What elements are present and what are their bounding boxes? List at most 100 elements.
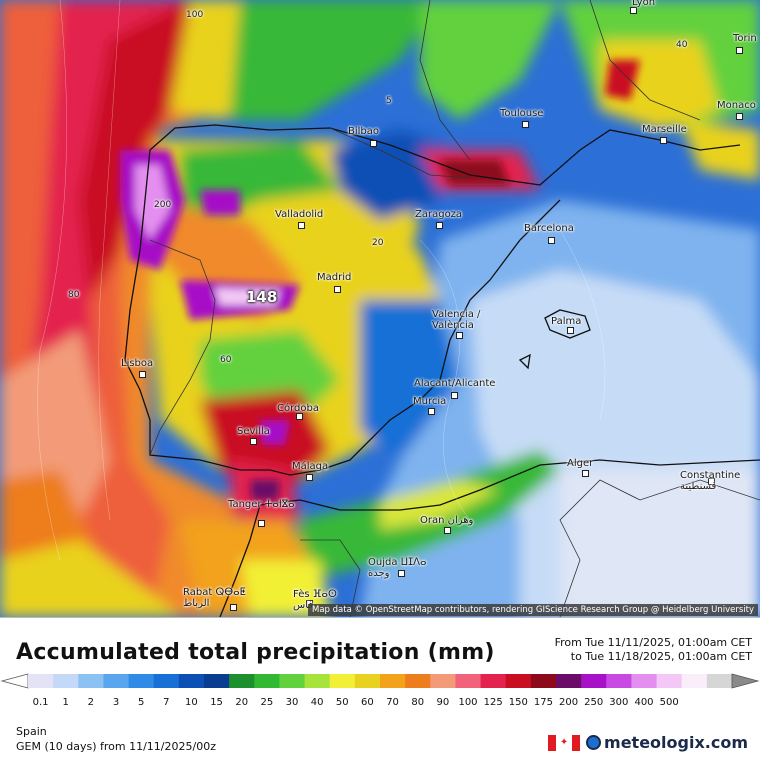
- city-label: Rabat ⵕⴱⴰⵟ الرباط: [183, 587, 246, 609]
- contour-label: 5: [386, 96, 392, 106]
- scale-tick-label: 500: [659, 697, 679, 708]
- contour-label: 80: [68, 290, 80, 300]
- scale-arrow-right: [731, 673, 760, 689]
- region-label: Spain: [16, 725, 47, 738]
- scale-tick-label: 125: [483, 697, 503, 708]
- brand-name: meteologix.com: [604, 733, 748, 752]
- scale-tick-label: 60: [361, 697, 374, 708]
- scale-tick-label: 150: [508, 697, 528, 708]
- contour-label: 100: [186, 10, 204, 20]
- color-scale-ticks: 0.1 1 2 3 5 7 10 15 20 25 30 40 50 60 70 80 90 100 125 150 1…: [0, 697, 760, 711]
- city-label: Zaragoza: [415, 209, 463, 220]
- city-label: Valencia / València: [432, 309, 481, 331]
- brand[interactable]: ✦ meteologix.com: [548, 733, 748, 752]
- city-label: Toulouse: [500, 108, 544, 119]
- scale-swatch: [153, 674, 180, 688]
- scale-tick-label: 70: [386, 697, 399, 708]
- color-scale: [0, 673, 760, 689]
- scale-tick-label: 1: [62, 697, 69, 708]
- scale-swatch: [254, 674, 280, 688]
- city-label: Lisboa: [121, 358, 154, 369]
- city-label: Tanger ⵜⴰⵏⴵⴰ: [228, 499, 295, 510]
- scale-tick-label: 250: [584, 697, 604, 708]
- city-label: Oujda ⵡⵊⴷⴰ وجدة: [368, 557, 427, 579]
- city-label: Madrid: [317, 272, 352, 283]
- scale-tick-label: 5: [137, 697, 145, 708]
- date-to: to Tue 11/18/2025, 01:00am CET: [570, 650, 752, 663]
- city-label: Monaco: [717, 100, 756, 111]
- scale-swatch: [530, 674, 557, 688]
- scale-swatch: [505, 674, 532, 688]
- scale-tick-label: 3: [112, 697, 120, 708]
- city-label: Palma: [551, 316, 582, 327]
- city-label: Bilbao: [348, 126, 380, 137]
- scale-tick-label: 7: [163, 697, 170, 708]
- scale-tick-label: 25: [260, 697, 274, 708]
- scale-swatch: [28, 674, 54, 688]
- scale-swatch: [78, 674, 104, 688]
- scale-tick-label: 20: [235, 697, 249, 708]
- scale-swatch: [430, 674, 456, 688]
- scale-swatch: [455, 674, 482, 688]
- meteologix-logo: meteologix.com: [586, 733, 748, 752]
- scale-swatch: [681, 674, 708, 688]
- scale-swatch: [204, 674, 230, 688]
- scale-tick-label: 200: [559, 697, 579, 708]
- city-label: Sevilla: [237, 426, 270, 437]
- model-label: GEM (10 days) from 11/11/2025/00z: [16, 740, 216, 753]
- scale-swatch: [329, 674, 356, 688]
- date-from: From Tue 11/11/2025, 01:00am CET: [554, 636, 752, 649]
- city-label: Córdoba: [277, 403, 319, 414]
- city-label: Alacant/Alicante: [414, 378, 496, 389]
- city-label: Oran وهران: [420, 515, 474, 526]
- scale-swatch: [229, 674, 255, 688]
- scale-swatch: [304, 674, 331, 688]
- scale-swatch: [405, 674, 431, 688]
- scale-swatch: [380, 674, 406, 688]
- city-label: Alger: [567, 458, 594, 469]
- city-label: Marseille: [642, 124, 687, 135]
- city-label: Barcelona: [524, 223, 574, 234]
- scale-swatch: [656, 674, 683, 688]
- meteologix-logo-icon: [586, 735, 602, 750]
- scale-swatch: [556, 674, 582, 688]
- city-label: Valladolid: [275, 209, 324, 220]
- city-label: Lyon: [632, 0, 656, 8]
- scale-tick-label: 10: [185, 697, 198, 708]
- scale-swatch: [279, 674, 306, 688]
- scale-swatch: [128, 674, 155, 688]
- scale-tick-label: 90: [436, 697, 450, 708]
- scale-arrow-left: [0, 673, 29, 689]
- scale-swatch: [103, 674, 130, 688]
- legend-panel: Accumulated total precipitation (mm) Fro…: [0, 617, 760, 761]
- city-label: Torin: [733, 33, 757, 44]
- scale-swatch: [581, 674, 607, 688]
- city-label: Málaga: [292, 461, 329, 472]
- city-label: Constantine قسنطينة: [680, 470, 741, 492]
- legend-title: Accumulated total precipitation (mm): [16, 640, 495, 665]
- precipitation-map[interactable]: 100 80 60 40 20 5 200 148 Lyon Torin Mon…: [0, 0, 760, 617]
- scale-tick-label: 100: [458, 697, 478, 708]
- scale-swatch: [606, 674, 632, 688]
- map-attribution: Map data © OpenStreetMap contributors, r…: [308, 604, 758, 616]
- scale-tick-label: 300: [609, 697, 629, 708]
- scale-swatch: [706, 674, 733, 688]
- scale-tick-label: 175: [533, 697, 553, 708]
- city-label: Fès ⴼⴰⵙ فاس: [293, 589, 337, 611]
- scale-tick-label: 400: [634, 697, 654, 708]
- contour-label: 200: [154, 200, 172, 210]
- scale-swatch: [53, 674, 79, 688]
- contour-label: 20: [372, 238, 384, 248]
- scale-tick-label: 80: [411, 697, 425, 708]
- max-value-label: 148: [246, 288, 278, 306]
- scale-tick-label: 30: [285, 697, 299, 708]
- canada-flag-icon: ✦: [548, 734, 581, 751]
- city-label: Murcia: [413, 396, 447, 407]
- scale-tick-label: 40: [310, 697, 324, 708]
- contour-label: 40: [676, 40, 688, 50]
- contour-label: 60: [220, 355, 232, 365]
- scale-swatch: [354, 674, 381, 688]
- scale-tick-label: 0.1: [32, 697, 49, 708]
- scale-tick-label: 2: [87, 697, 95, 708]
- scale-swatch: [178, 674, 205, 688]
